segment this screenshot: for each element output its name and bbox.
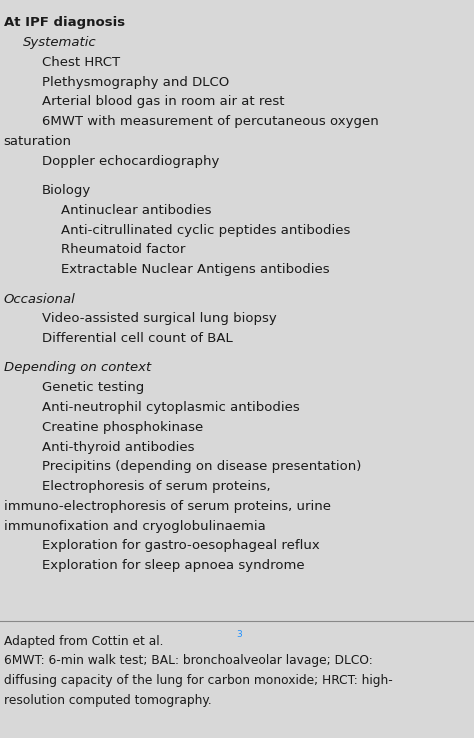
Text: Electrophoresis of serum proteins,: Electrophoresis of serum proteins, <box>42 480 270 493</box>
Text: Occasional: Occasional <box>4 292 75 306</box>
Text: Video-assisted surgical lung biopsy: Video-assisted surgical lung biopsy <box>42 312 276 325</box>
Text: Anti-citrullinated cyclic peptides antibodies: Anti-citrullinated cyclic peptides antib… <box>61 224 350 237</box>
Text: 3: 3 <box>236 630 242 638</box>
Text: Anti-thyroid antibodies: Anti-thyroid antibodies <box>42 441 194 454</box>
Text: Creatine phosphokinase: Creatine phosphokinase <box>42 421 203 434</box>
Text: Antinuclear antibodies: Antinuclear antibodies <box>61 204 211 217</box>
Text: saturation: saturation <box>4 135 72 148</box>
Text: resolution computed tomography.: resolution computed tomography. <box>4 694 211 707</box>
Text: Precipitins (depending on disease presentation): Precipitins (depending on disease presen… <box>42 461 361 473</box>
Text: Chest HRCT: Chest HRCT <box>42 56 120 69</box>
Text: Extractable Nuclear Antigens antibodies: Extractable Nuclear Antigens antibodies <box>61 263 329 276</box>
Text: Rheumatoid factor: Rheumatoid factor <box>61 244 185 256</box>
Text: Anti-neutrophil cytoplasmic antibodies: Anti-neutrophil cytoplasmic antibodies <box>42 401 300 414</box>
Text: Differential cell count of BAL: Differential cell count of BAL <box>42 332 232 345</box>
Text: Biology: Biology <box>42 184 91 197</box>
Text: Depending on context: Depending on context <box>4 362 151 374</box>
Text: Exploration for gastro-oesophageal reflux: Exploration for gastro-oesophageal reflu… <box>42 539 319 553</box>
Text: Doppler echocardiography: Doppler echocardiography <box>42 155 219 168</box>
Text: immunofixation and cryoglobulinaemia: immunofixation and cryoglobulinaemia <box>4 520 265 533</box>
Text: At IPF diagnosis: At IPF diagnosis <box>4 16 125 30</box>
Text: diffusing capacity of the lung for carbon monoxide; HRCT: high-: diffusing capacity of the lung for carbo… <box>4 675 392 687</box>
Text: Genetic testing: Genetic testing <box>42 382 144 394</box>
Text: immuno-electrophoresis of serum proteins, urine: immuno-electrophoresis of serum proteins… <box>4 500 331 513</box>
Text: 6MWT with measurement of percutaneous oxygen: 6MWT with measurement of percutaneous ox… <box>42 115 378 128</box>
Text: Adapted from Cottin et al.: Adapted from Cottin et al. <box>4 635 163 648</box>
Text: Plethysmography and DLCO: Plethysmography and DLCO <box>42 75 229 89</box>
Text: Arterial blood gas in room air at rest: Arterial blood gas in room air at rest <box>42 95 284 108</box>
Text: Exploration for sleep apnoea syndrome: Exploration for sleep apnoea syndrome <box>42 559 304 572</box>
Text: 6MWT: 6-min walk test; BAL: bronchoalveolar lavage; DLCO:: 6MWT: 6-min walk test; BAL: bronchoalveo… <box>4 655 373 667</box>
Text: Systematic: Systematic <box>23 36 96 49</box>
